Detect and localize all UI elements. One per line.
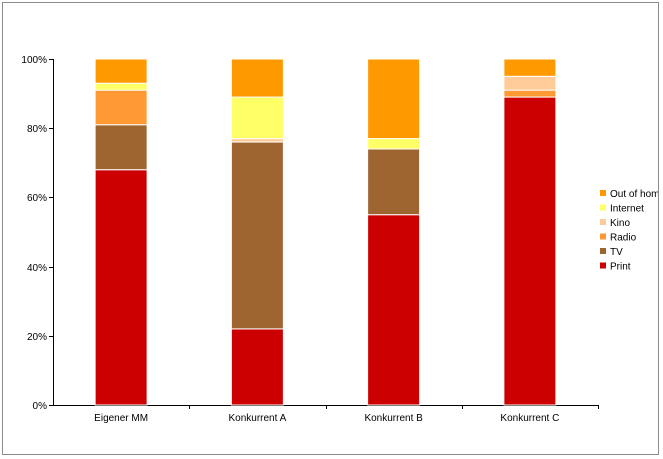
- x-axis-labels: Eigener MM Konkurrent A Konkurrent B Konkur…: [94, 405, 599, 424]
- x-tick-label: Konkurrent B: [364, 413, 423, 424]
- bar-segment: [503, 96, 557, 406]
- bar-segment: [230, 96, 284, 140]
- legend-swatch: [600, 233, 606, 240]
- y-tick-label: 100%: [21, 55, 47, 66]
- legend: Out of home Internet Kino Radio TV Print: [600, 189, 663, 273]
- y-tick-label: 60%: [27, 193, 47, 204]
- bar-segment: [230, 58, 284, 98]
- bar-segment: [367, 148, 421, 216]
- legend-swatch: [600, 204, 606, 211]
- legend-label: Out of home: [610, 189, 658, 200]
- y-axis-ticks: 0% 20% 40% 60% 80% 100%: [21, 55, 53, 412]
- legend-label: Radio: [610, 233, 637, 244]
- x-tick-label: Konkurrent A: [228, 413, 286, 424]
- legend-label: Internet: [610, 204, 644, 215]
- y-tick-label: 80%: [27, 124, 47, 135]
- bar-segment: [94, 58, 148, 84]
- bar-segment: [94, 169, 148, 406]
- bar-segment: [94, 89, 148, 126]
- stacked-bar-chart: 0% 20% 40% 60% 80% 100% Eigener MM Konkurrent …: [21, 55, 663, 424]
- bar-segment: [230, 328, 284, 406]
- legend-label: Kino: [610, 218, 630, 229]
- bar-segment: [503, 58, 557, 77]
- bar-segment: [367, 138, 421, 150]
- y-tick-label: 20%: [27, 332, 47, 343]
- bar-segment: [94, 82, 148, 91]
- x-tick-label: Eigener MM: [94, 413, 148, 424]
- y-tick-label: 0%: [33, 401, 48, 412]
- x-tick-label: Konkurrent C: [500, 413, 559, 424]
- bar-segment: [367, 58, 421, 140]
- bar-segment: [367, 214, 421, 406]
- bar-segment: [230, 138, 284, 143]
- bar-segment: [230, 141, 284, 330]
- legend-swatch: [600, 190, 606, 196]
- legend-swatch: [600, 248, 606, 254]
- legend-swatch: [600, 262, 606, 269]
- bars: [94, 58, 557, 406]
- legend-swatch: [600, 219, 606, 225]
- legend-label: TV: [610, 247, 623, 258]
- y-tick-label: 40%: [27, 263, 47, 274]
- bar-segment: [94, 124, 148, 171]
- bar-segment: [503, 75, 557, 91]
- legend-label: Print: [610, 262, 631, 273]
- bar-segment: [503, 89, 557, 98]
